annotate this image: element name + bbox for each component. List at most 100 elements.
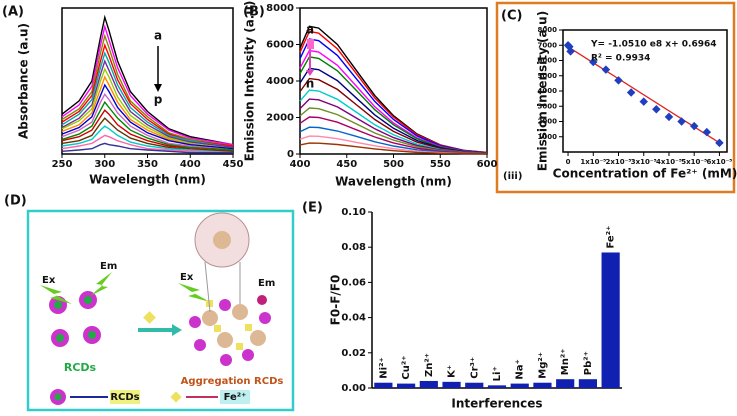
y-tick-label: 0 <box>287 149 294 160</box>
data-point <box>639 97 648 106</box>
bar <box>601 252 620 388</box>
x-tick-label: 3x10⁻⁵ <box>631 158 657 166</box>
bar <box>556 379 575 388</box>
y-tick-label: 8000 <box>266 3 294 14</box>
legend-label: Fe²⁺ <box>224 392 247 403</box>
spectrum-line <box>61 93 234 151</box>
x-tick-label: 6x10⁻⁵ <box>706 158 732 166</box>
panel-label: (A) <box>2 5 24 20</box>
bar-category-label: Ni²⁺ <box>378 357 389 378</box>
aggregation-label: Aggregation RCDs <box>181 376 284 387</box>
bar <box>533 382 552 388</box>
bar-category-label: Li⁺ <box>492 366 503 381</box>
y-tick-label: 3000 <box>538 102 558 110</box>
arrowhead <box>172 324 182 336</box>
legend-fe <box>170 391 182 403</box>
bar-category-label: Zn²⁺ <box>424 353 435 377</box>
data-point <box>652 105 661 114</box>
y-tick-label: 2000 <box>538 118 558 126</box>
fe-ion <box>143 311 156 324</box>
zoom-core <box>213 231 231 249</box>
r-squared: R² = 0.9934 <box>591 54 650 64</box>
bar-category-label: Mn²⁺ <box>560 348 571 375</box>
bar <box>487 385 507 388</box>
annotation: p <box>154 93 163 107</box>
y-axis-label: F0-F/F0 <box>329 275 343 326</box>
y-tick-label: 6000 <box>538 57 558 65</box>
legend-highlight <box>110 390 140 404</box>
y-tick-label: 7000 <box>538 41 558 49</box>
ex-label: Ex <box>42 275 56 286</box>
lightning <box>40 285 72 304</box>
bar <box>578 379 597 388</box>
diagram: (D) Ex Em RCDs Ex Em A <box>4 194 295 412</box>
rcds-label: RCDs <box>64 361 97 374</box>
bar <box>374 382 393 388</box>
legend-label: RCDs <box>110 392 139 403</box>
data-point <box>664 112 674 122</box>
y-tick-label: 0.00 <box>341 383 366 394</box>
y-tick-label: 0.08 <box>341 242 366 253</box>
arrowhead <box>306 70 314 76</box>
panel-c-frame <box>495 1 736 194</box>
lightning <box>178 283 210 302</box>
spectrum-line <box>61 67 234 150</box>
annotation: a <box>154 29 162 43</box>
x-tick-label: 450 <box>336 159 357 170</box>
spectrum-line <box>61 109 234 152</box>
x-tick-label: 400 <box>180 159 201 170</box>
y-tick-label: 0.10 <box>341 207 366 218</box>
bar <box>397 383 416 388</box>
spectrum-line <box>61 42 234 147</box>
spectrum-line <box>61 142 233 154</box>
x-axis-label: Wavelength (nm) <box>89 173 206 187</box>
panel-label: (E) <box>302 201 323 216</box>
spectrum-line <box>61 33 234 147</box>
y-tick-label: 5000 <box>538 72 558 80</box>
bar-category-label: Cr³⁺ <box>469 357 480 379</box>
arrowhead <box>154 84 162 92</box>
x-tick-label: 4x10⁻⁵ <box>656 158 682 166</box>
ex-label: Ex <box>180 272 194 283</box>
x-tick-label: 2x10⁻⁵ <box>606 158 632 166</box>
annotation-bar <box>307 39 314 49</box>
lightning <box>90 272 112 296</box>
zoom-line <box>204 261 241 313</box>
data-point <box>715 138 724 148</box>
y-tick-label: 0.06 <box>341 277 366 288</box>
panel-label: (B) <box>243 5 265 20</box>
equation: Y= -1.0510 e8 x+ 0.6964 <box>590 40 717 50</box>
y-axis-label: Emission intensity (a.u) <box>536 11 550 171</box>
bar <box>419 380 438 388</box>
spectrum-line <box>299 142 488 155</box>
subpanel-label: (iii) <box>503 171 522 182</box>
x-tick-label: 5x10⁻⁵ <box>681 158 707 166</box>
spectrum-line <box>61 100 234 151</box>
data-point <box>702 127 712 137</box>
x-tick-label: 550 <box>430 159 451 170</box>
x-tick-label: 400 <box>290 159 311 170</box>
x-tick-label: 300 <box>94 159 115 170</box>
em-label: Em <box>258 278 275 289</box>
spectrum-line <box>61 134 234 154</box>
y-axis-label: Emission Intensity (a.u) <box>243 1 257 162</box>
x-tick-label: 450 <box>223 159 244 170</box>
spectrum-line <box>61 117 234 152</box>
bar <box>465 382 484 388</box>
aggregate <box>189 295 271 366</box>
x-axis-label: Wavelength (nm) <box>335 175 452 189</box>
data-point <box>626 88 636 97</box>
x-axis-label: Interferences <box>451 397 542 411</box>
y-tick-label: 4000 <box>266 76 294 87</box>
data-point <box>677 117 686 126</box>
spectrum-line <box>61 75 234 150</box>
bar-category-label: Na⁺ <box>515 359 526 379</box>
bar <box>442 381 461 388</box>
bar-category-label: Fe²⁺ <box>606 226 617 249</box>
spectrum-line <box>61 14 234 146</box>
y-tick-label: 2000 <box>266 113 294 124</box>
y-axis-label: Absorbance (a.u) <box>17 23 31 139</box>
panel-label: (D) <box>4 194 27 209</box>
spectrum-line <box>299 77 488 154</box>
bar-category-label: Mg²⁺ <box>537 352 548 379</box>
